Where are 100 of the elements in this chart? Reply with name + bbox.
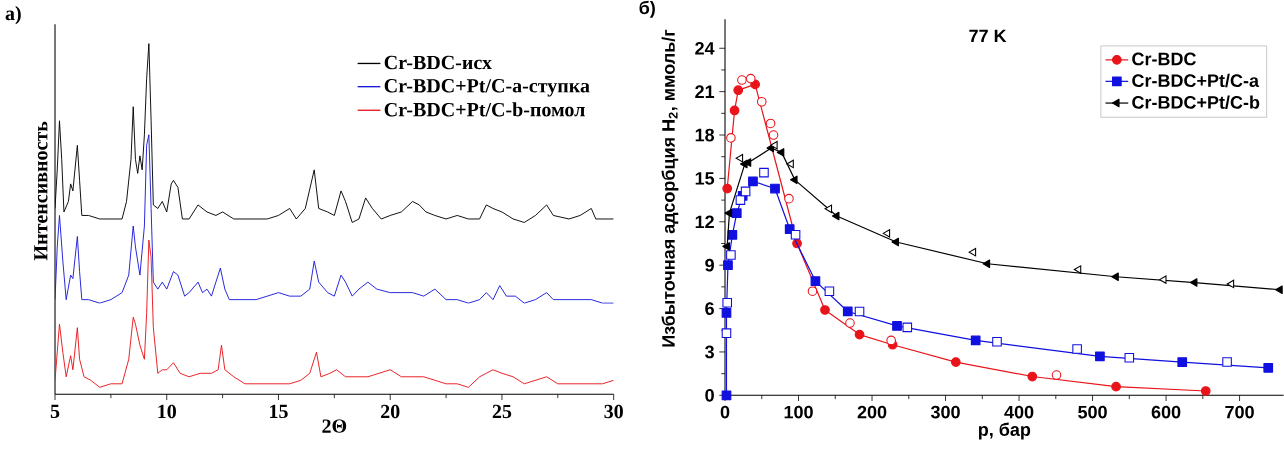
point [748,176,758,187]
annotation: 77 K [969,29,1007,42]
point [722,297,733,308]
point [735,153,744,163]
point [727,229,738,240]
point [737,75,747,85]
point [1226,279,1235,289]
point [729,105,740,116]
legend-label: Cr-BDC [1132,52,1196,66]
point [824,286,835,296]
x-tick-label: 600 [1151,405,1181,419]
y-axis-title: Интенсивность [34,121,48,260]
point [726,250,736,260]
point [992,336,1002,347]
x-tick-label: 400 [1004,405,1034,419]
point [743,158,752,167]
point [807,286,818,296]
point [723,260,733,270]
y-tick-label: 12 [695,215,714,228]
point [768,130,779,140]
y-tick-label: 18 [695,128,715,142]
point [882,228,891,238]
chart-title: а) [5,5,21,25]
point [770,183,780,194]
point [950,357,961,367]
point [786,159,794,169]
point [745,73,756,84]
y-tick-label: 24 [695,41,715,55]
y-tick-label: 0 [705,388,714,402]
point [1124,352,1135,363]
point [891,237,900,247]
legend-label: Cr-BDC+Pt/C-a [1132,73,1260,88]
point [892,320,902,331]
point [1263,362,1274,373]
point [784,193,794,204]
legend-label: Cr-BDC+Pt/C-b-помол [384,102,585,117]
point [721,390,732,401]
x-tick-label: 5 [50,404,60,418]
point [854,329,865,340]
x-tick-label: 15 [270,404,288,418]
point [1222,357,1232,367]
chart-title: б) [639,0,655,18]
point [968,247,977,257]
point [765,118,776,129]
point [1189,278,1198,287]
y-tick-label: 6 [705,302,714,315]
point [810,276,821,286]
point [842,306,853,317]
x-axis-title: p, бар [978,422,1031,440]
point [789,175,798,184]
point [1051,370,1062,380]
y-tick-label: 21 [695,85,715,98]
x-tick-label: 100 [784,405,813,419]
point [1177,357,1188,367]
point [722,183,733,194]
point [902,322,913,333]
point [1027,371,1038,382]
point [740,186,751,197]
x-axis-title: 2Θ [322,419,347,433]
y-tick-label: 9 [705,258,714,272]
point [724,208,733,218]
legend-label: Cr-BDC+Pt/C-b [1132,95,1260,109]
point [1073,265,1082,274]
x-tick-label: 500 [1078,405,1107,419]
point [721,328,732,338]
point [790,229,801,240]
point [776,147,785,157]
point [733,85,744,95]
x-tick-label: 25 [492,404,512,418]
point [731,208,742,218]
point [886,335,896,346]
y-tick-label: 3 [705,345,714,359]
point [1111,381,1121,392]
point [721,307,732,318]
x-tick-label: 20 [381,404,400,419]
legend-label: Cr-BDC-исх [384,55,492,70]
point [735,195,746,205]
point [1111,272,1119,281]
point [845,318,855,328]
point [1200,385,1211,396]
point [831,211,840,221]
point [726,132,736,143]
x-tick-label: 700 [1225,405,1254,419]
point [1159,275,1167,284]
point [824,204,833,213]
legend-label: Cr-BDC+Pt/C-a-ступка [384,78,590,97]
x-tick-label: 300 [930,405,960,419]
x-tick-label: 30 [604,404,623,419]
point [759,167,769,178]
point [756,96,767,107]
point [770,140,778,150]
x-tick-label: 10 [158,404,176,419]
y-axis-title: Избыточная адсорбция H$_{2}$, ммоль/г [661,29,679,347]
point [820,304,830,315]
x-tick-label: 200 [857,405,887,419]
point [1275,285,1283,294]
x-tick-label: 0 [720,405,730,419]
point [1072,344,1082,354]
point [1095,351,1105,361]
point [722,241,730,251]
